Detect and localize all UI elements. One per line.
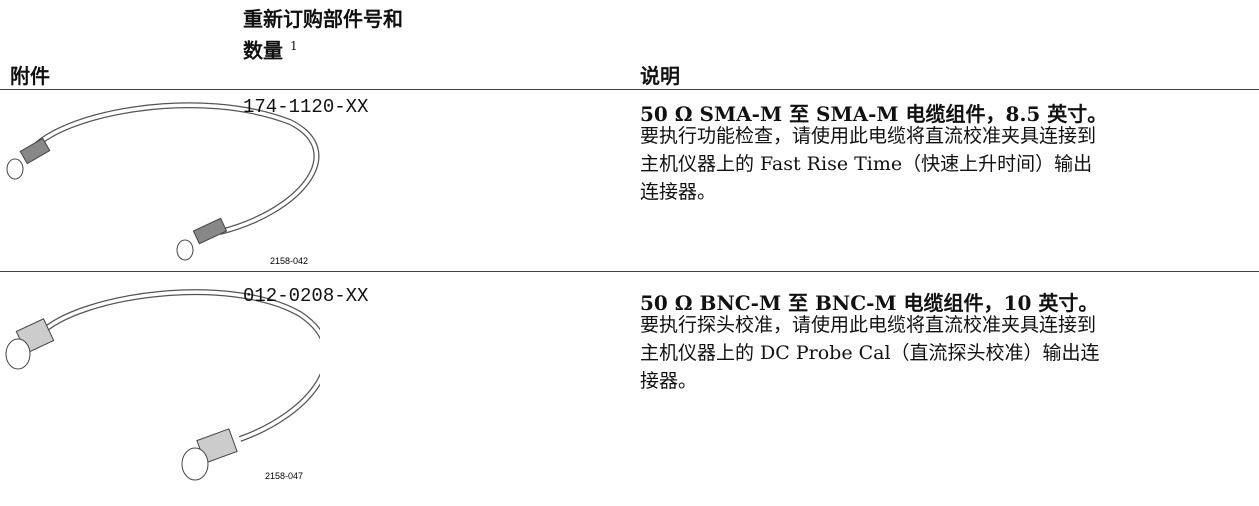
rule [0, 271, 1259, 272]
image-label: 2158-047 [265, 471, 303, 481]
description-body: 要执行探头校准，请使用此电缆将直流校准夹具连接到主机仪器上的 DC Probe … [640, 314, 1100, 392]
part-number: 012-0208-XX [243, 285, 369, 307]
header-part-number-text: 重新订购部件号和数量 [243, 7, 403, 63]
cable-image: 2158-042 [6, 102, 320, 266]
rule [0, 89, 1259, 90]
header-accessory: 附件 [10, 64, 50, 88]
image-label: 2158-042 [270, 256, 308, 266]
description-title: 50 Ω SMA-M 至 SMA-M 电缆组件，8.5 英寸。 [640, 102, 1108, 126]
cable-image: 2158-047 [5, 289, 320, 481]
part-number: 174-1120-XX [243, 96, 369, 118]
description-body: 要执行功能检查，请使用此电缆将直流校准夹具连接到主机仪器上的 Fast Rise… [640, 125, 1097, 203]
header-part-number: 重新订购部件号和数量 1 [243, 6, 413, 65]
footnote: 1 [289, 39, 298, 53]
header-description: 说明 [640, 64, 680, 88]
description-title: 50 Ω BNC-M 至 BNC-M 电缆组件，10 英寸。 [640, 291, 1099, 315]
